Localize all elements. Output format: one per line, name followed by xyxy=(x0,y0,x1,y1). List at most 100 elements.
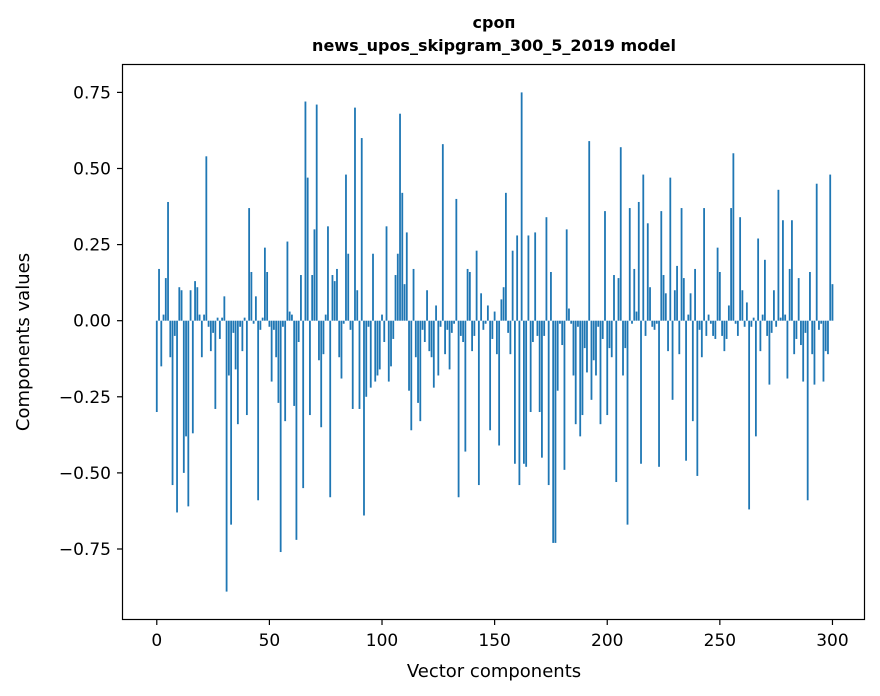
bar xyxy=(171,320,174,486)
bar xyxy=(270,320,273,382)
bar xyxy=(577,320,579,327)
bar xyxy=(574,320,577,425)
bar xyxy=(590,320,593,400)
bar xyxy=(297,320,300,342)
bar xyxy=(428,320,431,352)
bar xyxy=(516,235,519,321)
bar xyxy=(536,320,539,336)
bar xyxy=(475,250,478,321)
bar xyxy=(502,287,505,321)
bar xyxy=(617,278,620,321)
bar xyxy=(214,320,217,409)
bar xyxy=(466,268,469,321)
bar xyxy=(160,320,163,367)
bar xyxy=(342,320,345,324)
bar xyxy=(408,320,410,391)
bar xyxy=(757,238,760,321)
bar xyxy=(351,320,354,409)
bar xyxy=(504,192,507,321)
bar xyxy=(682,278,685,321)
bar xyxy=(480,293,483,321)
bar xyxy=(804,320,807,333)
bar xyxy=(369,320,372,388)
bar xyxy=(610,320,613,358)
bar xyxy=(635,311,638,321)
bar xyxy=(196,287,199,321)
bar xyxy=(509,320,512,355)
bar xyxy=(399,113,401,321)
bar xyxy=(263,247,266,321)
bar xyxy=(191,320,194,434)
bar xyxy=(471,320,473,352)
bar xyxy=(770,320,773,333)
bar xyxy=(545,217,548,321)
bar xyxy=(327,226,329,321)
bar xyxy=(761,314,764,321)
bar xyxy=(716,247,719,321)
bar xyxy=(608,320,611,349)
bar xyxy=(793,320,796,355)
bar xyxy=(417,320,419,403)
bar xyxy=(293,320,296,406)
bar xyxy=(390,320,392,367)
bar xyxy=(703,208,705,321)
bar xyxy=(633,268,636,321)
plot-frame xyxy=(121,63,866,621)
bar xyxy=(187,320,190,507)
bar-series xyxy=(155,92,834,592)
bar xyxy=(640,320,642,464)
bar xyxy=(721,320,724,336)
bar xyxy=(579,320,582,437)
x-tick-label: 0 xyxy=(151,631,162,651)
bar xyxy=(435,305,437,321)
bar xyxy=(554,320,557,543)
bar xyxy=(754,320,757,437)
bar xyxy=(592,320,595,361)
bar xyxy=(514,320,516,464)
bar xyxy=(423,320,426,342)
bar xyxy=(383,320,386,342)
chart-subtitle: news_upos_skipgram_300_5_2019 model xyxy=(312,36,676,55)
y-tick-label: 0.50 xyxy=(73,159,111,179)
bar xyxy=(653,320,656,330)
bar xyxy=(698,320,701,330)
bar xyxy=(806,320,809,501)
y-tick-label: −0.50 xyxy=(59,464,111,484)
bar xyxy=(291,314,293,321)
bar xyxy=(538,320,541,413)
bar xyxy=(394,275,397,321)
bar xyxy=(712,320,714,336)
bar xyxy=(311,275,314,321)
bar xyxy=(374,320,377,382)
bar xyxy=(491,320,494,339)
bar xyxy=(604,211,606,321)
bar xyxy=(495,320,498,355)
bar xyxy=(254,296,257,321)
bar xyxy=(820,320,823,324)
bar xyxy=(239,320,242,327)
bar xyxy=(741,290,744,321)
bar xyxy=(732,153,735,321)
bar xyxy=(216,317,219,321)
bar xyxy=(773,290,775,321)
bar xyxy=(309,320,311,416)
bar xyxy=(266,271,269,321)
bar xyxy=(707,314,710,321)
bar xyxy=(482,320,485,330)
bar xyxy=(354,107,356,321)
bar xyxy=(284,320,287,422)
bar xyxy=(750,320,753,327)
y-tick-label: 0.25 xyxy=(73,236,111,256)
bar xyxy=(421,320,424,330)
bar xyxy=(331,275,334,321)
bar xyxy=(405,232,408,321)
y-tick-label: −0.75 xyxy=(59,540,111,560)
bar xyxy=(437,320,440,376)
bar xyxy=(676,265,678,321)
bar xyxy=(385,226,388,321)
bar xyxy=(273,320,275,330)
y-axis-label: Components values xyxy=(13,253,34,431)
bar xyxy=(705,320,708,336)
